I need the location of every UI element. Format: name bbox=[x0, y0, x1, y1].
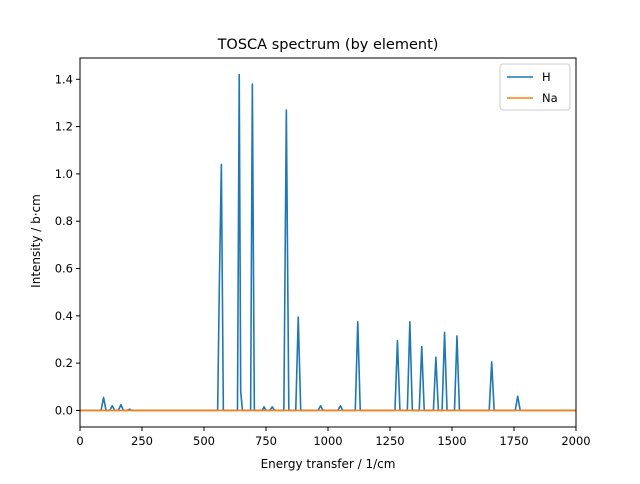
x-tick-label: 1250 bbox=[375, 434, 404, 448]
y-tick-label: 1.0 bbox=[55, 167, 73, 181]
x-tick-label: 250 bbox=[131, 434, 153, 448]
x-axis-label: Energy transfer / 1/cm bbox=[261, 457, 396, 471]
x-tick-label: 0 bbox=[76, 434, 83, 448]
x-tick-label: 500 bbox=[193, 434, 215, 448]
legend-label: H bbox=[542, 70, 551, 84]
x-tick-label: 1000 bbox=[313, 434, 342, 448]
y-axis-label: Intensity / b·cm bbox=[29, 194, 43, 288]
y-tick-label: 0.2 bbox=[55, 356, 73, 370]
y-tick-label: 1.4 bbox=[55, 72, 73, 86]
legend-label: Na bbox=[542, 91, 558, 105]
y-tick-label: 0.0 bbox=[55, 403, 73, 417]
axes-frame bbox=[79, 57, 577, 428]
x-tick-label: 1750 bbox=[499, 434, 528, 448]
x-tick-label: 2000 bbox=[561, 434, 590, 448]
y-tick-label: 0.4 bbox=[55, 309, 73, 323]
x-tick-label: 1500 bbox=[437, 434, 466, 448]
y-tick-label: 0.8 bbox=[55, 214, 73, 228]
y-tick-label: 1.2 bbox=[55, 120, 73, 134]
x-tick-label: 750 bbox=[255, 434, 277, 448]
plot-area bbox=[80, 73, 576, 412]
series-line-h bbox=[80, 73, 576, 412]
legend-box bbox=[499, 63, 571, 111]
x-axis-ticks: 0 250 500 750 1000 1250 1500 1750 2000 bbox=[76, 427, 591, 448]
y-axis-ticks: 0.0 0.2 0.4 0.6 0.8 1.0 1.2 1.4 bbox=[55, 72, 80, 417]
legend: H Na bbox=[499, 63, 571, 111]
y-tick-label: 0.6 bbox=[55, 262, 73, 276]
chart-title: TOSCA spectrum (by element) bbox=[217, 37, 439, 53]
